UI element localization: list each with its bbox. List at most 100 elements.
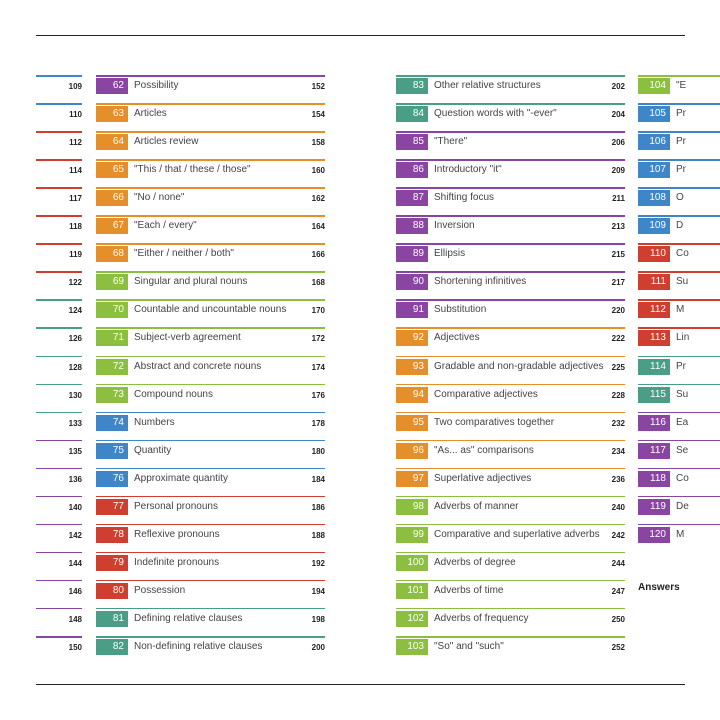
unit-title: Articles review <box>134 136 199 148</box>
toc-row-partial[interactable]: 136 <box>36 466 82 494</box>
toc-row[interactable]: 81 Defining relative clauses 198 <box>96 606 325 634</box>
toc-row-partial[interactable]: 142 <box>36 522 82 550</box>
toc-row-partial[interactable]: 148 <box>36 606 82 634</box>
toc-row[interactable]: 95 Two comparatives together 232 <box>396 410 625 438</box>
unit-title: De <box>676 500 689 512</box>
toc-row[interactable]: 112 M <box>638 297 720 325</box>
page-number: 114 <box>69 166 82 176</box>
toc-row[interactable]: 85 "There" 206 <box>396 129 625 157</box>
toc-row-partial[interactable]: 140 <box>36 494 82 522</box>
toc-row[interactable]: 116 Ea <box>638 410 720 438</box>
toc-row[interactable]: 88 Inversion 213 <box>396 213 625 241</box>
toc-row[interactable]: 101 Adverbs of time 247 <box>396 578 625 606</box>
toc-row[interactable]: 72 Abstract and concrete nouns 174 <box>96 354 325 382</box>
row-rule <box>638 215 720 217</box>
toc-row-partial[interactable]: 135 <box>36 438 82 466</box>
toc-row[interactable]: 90 Shortening infinitives 217 <box>396 269 625 297</box>
unit-number-badge: 88 <box>396 218 428 235</box>
toc-row[interactable]: 86 Introductory "it" 209 <box>396 157 625 185</box>
toc-row-partial[interactable]: 110 <box>36 101 82 129</box>
toc-row[interactable]: 80 Possession 194 <box>96 578 325 606</box>
toc-row-partial[interactable]: 114 <box>36 157 82 185</box>
toc-row[interactable]: 117 Se <box>638 438 720 466</box>
toc-row[interactable]: 107 Pr <box>638 157 720 185</box>
toc-row-partial[interactable]: 146 <box>36 578 82 606</box>
unit-number-badge: 69 <box>96 274 128 291</box>
toc-row-partial[interactable]: 112 <box>36 129 82 157</box>
toc-row[interactable]: 91 Substitution 220 <box>396 297 625 325</box>
toc-row-partial[interactable]: 122 <box>36 269 82 297</box>
row-rule <box>638 75 720 77</box>
toc-row-partial[interactable]: 150 <box>36 634 82 662</box>
row-rule <box>96 131 325 133</box>
toc-row-partial[interactable]: 109 <box>36 73 82 101</box>
toc-row[interactable]: 83 Other relative structures 202 <box>396 73 625 101</box>
toc-row[interactable]: 79 Indefinite pronouns 192 <box>96 550 325 578</box>
unit-number-badge: 109 <box>638 218 670 235</box>
toc-row[interactable]: 70 Countable and uncountable nouns 170 <box>96 297 325 325</box>
toc-row[interactable]: 74 Numbers 178 <box>96 410 325 438</box>
toc-row[interactable]: 84 Question words with "-ever" 204 <box>396 101 625 129</box>
toc-row[interactable]: 115 Su <box>638 382 720 410</box>
toc-row[interactable]: 89 Ellipsis 215 <box>396 241 625 269</box>
toc-row-partial[interactable]: 126 <box>36 325 82 353</box>
toc-row[interactable]: 62 Possibility 152 <box>96 73 325 101</box>
toc-row-partial[interactable]: 124 <box>36 297 82 325</box>
toc-row[interactable]: 93 Gradable and non-gradable adjectives 22… <box>396 354 625 382</box>
row-rule <box>96 579 325 582</box>
toc-row[interactable]: 97 Superlative adjectives 236 <box>396 466 625 494</box>
page-number: 198 <box>311 614 325 624</box>
toc-row[interactable]: 106 Pr <box>638 129 720 157</box>
toc-row[interactable]: 118 Co <box>638 466 720 494</box>
toc-row[interactable]: 113 Lin <box>638 325 720 353</box>
toc-row[interactable]: 98 Adverbs of manner 240 <box>396 494 625 522</box>
toc-row[interactable]: 96 "As... as" comparisons 234 <box>396 438 625 466</box>
toc-row[interactable]: 66 "No / none" 162 <box>96 185 325 213</box>
toc-row-partial[interactable]: 144 <box>36 550 82 578</box>
toc-row-partial[interactable]: 117 <box>36 185 82 213</box>
toc-row[interactable]: 105 Pr <box>638 101 720 129</box>
toc-row[interactable]: 82 Non-defining relative clauses 200 <box>96 634 325 662</box>
toc-row[interactable]: 77 Personal pronouns 186 <box>96 494 325 522</box>
toc-row-partial[interactable]: 128 <box>36 354 82 382</box>
unit-number-badge: 110 <box>638 246 670 263</box>
toc-row[interactable]: 120 M <box>638 522 720 550</box>
toc-row[interactable]: 75 Quantity 180 <box>96 438 325 466</box>
toc-row-partial[interactable]: 118 <box>36 213 82 241</box>
toc-row[interactable]: 65 "This / that / these / those" 160 <box>96 157 325 185</box>
toc-row[interactable]: 100 Adverbs of degree 244 <box>396 550 625 578</box>
toc-row[interactable]: 110 Co <box>638 241 720 269</box>
toc-row[interactable]: 94 Comparative adjectives 228 <box>396 382 625 410</box>
toc-row[interactable]: 92 Adjectives 222 <box>396 325 625 353</box>
toc-row-partial[interactable]: 119 <box>36 241 82 269</box>
toc-row[interactable]: 73 Compound nouns 176 <box>96 382 325 410</box>
toc-row[interactable]: 87 Shifting focus 211 <box>396 185 625 213</box>
toc-row[interactable]: 111 Su <box>638 269 720 297</box>
toc-row[interactable]: 76 Approximate quantity 184 <box>96 466 325 494</box>
toc-row[interactable]: 114 Pr <box>638 354 720 382</box>
unit-number-badge: 89 <box>396 246 428 263</box>
unit-number-badge: 104 <box>638 78 670 94</box>
row-rule <box>96 327 325 329</box>
toc-row[interactable]: 67 "Each / every" 164 <box>96 213 325 241</box>
toc-row[interactable]: 119 De <box>638 494 720 522</box>
toc-row[interactable]: 103 "So" and "such" 252 <box>396 634 625 662</box>
toc-row-partial[interactable]: 130 <box>36 382 82 410</box>
toc-row[interactable]: 109 D <box>638 213 720 241</box>
page-number: 206 <box>611 138 625 148</box>
row-rule <box>36 103 82 105</box>
toc-row[interactable]: 71 Subject-verb agreement 172 <box>96 325 325 353</box>
toc-row[interactable]: 99 Comparative and superlative adverbs 242 <box>396 522 625 550</box>
toc-row-partial[interactable]: 133 <box>36 410 82 438</box>
toc-row[interactable]: 69 Singular and plural nouns 168 <box>96 269 325 297</box>
answers-heading[interactable]: Answers <box>638 582 680 593</box>
unit-title: Superlative adjectives <box>434 472 532 484</box>
toc-row[interactable]: 64 Articles review 158 <box>96 129 325 157</box>
toc-row[interactable]: 102 Adverbs of frequency 250 <box>396 606 625 634</box>
toc-row[interactable]: 68 "Either / neither / both" 166 <box>96 241 325 269</box>
row-rule <box>638 327 720 329</box>
toc-row[interactable]: 78 Reflexive pronouns 188 <box>96 522 325 550</box>
toc-row[interactable]: 108 O <box>638 185 720 213</box>
toc-row[interactable]: 63 Articles 154 <box>96 101 325 129</box>
toc-row[interactable]: 104 "E <box>638 73 720 101</box>
